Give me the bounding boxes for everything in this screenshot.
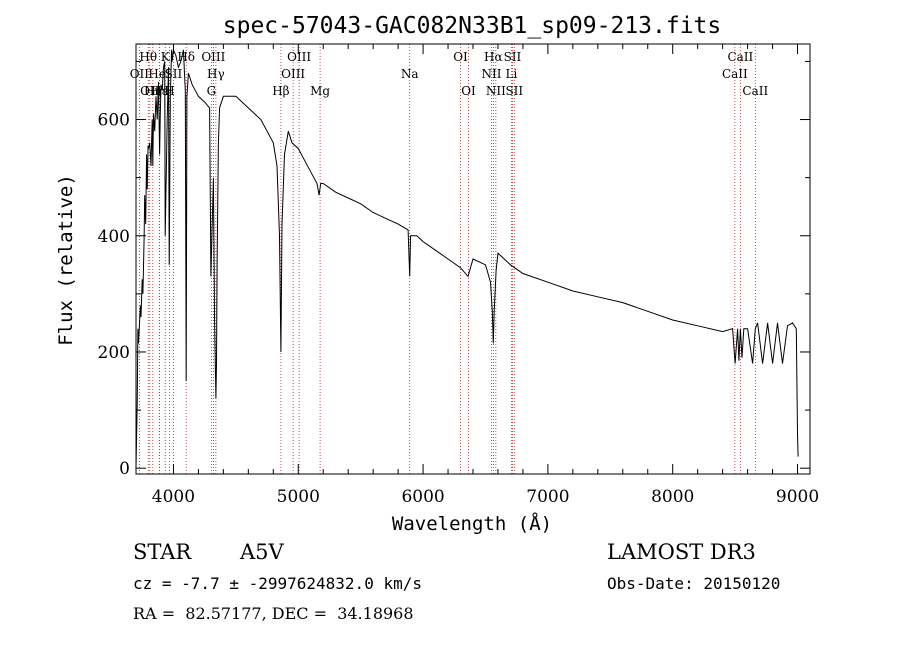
emission-line-labels: OIIHθOIIHηHeIHεKHSIIHδGOIIIHγHβOIIIOIIIM… — [130, 50, 769, 98]
line-label-4: HeI — [148, 67, 171, 81]
line-label-25: SII — [505, 84, 523, 98]
line-label-22: NII — [486, 84, 506, 98]
line-label-19: OI — [461, 84, 476, 98]
chart-title: spec-57043-GAC082N33B1_sp09-213.fits — [223, 13, 722, 39]
x-axis-ticks: 4000 5000 6000 7000 8000 9000 — [152, 44, 819, 507]
spectrum-series — [135, 47, 799, 469]
line-label-26: CaII — [722, 67, 748, 81]
line-label-9: Hδ — [177, 50, 195, 64]
redshift-cz: cz = -7.7 ± -2997624832.0 km/s — [133, 574, 422, 593]
line-label-14: OIII — [281, 67, 305, 81]
line-label-28: CaII — [742, 84, 768, 98]
line-label-8: SII — [165, 67, 183, 81]
line-label-21: Hα — [484, 50, 503, 64]
observation-date: Obs-Date: 20150120 — [607, 574, 781, 593]
line-label-17: Na — [401, 67, 419, 81]
x-tick-label-6000: 6000 — [401, 487, 444, 507]
ra-dec-coordinates: RA = 82.57177, DEC = 34.18968 — [133, 604, 414, 623]
y-axis-label: Flux (relative) — [55, 174, 77, 346]
x-axis-label: Wavelength (Å) — [392, 512, 552, 535]
line-label-16: Mg — [310, 84, 330, 98]
survey-name: LAMOST DR3 — [607, 540, 756, 564]
line-label-18: OI — [453, 50, 468, 64]
y-axis-ticks: 0 200 400 600 — [98, 60, 810, 479]
x-tick-label-5000: 5000 — [277, 487, 320, 507]
line-label-27: CaII — [727, 50, 753, 64]
x-tick-label-9000: 9000 — [776, 487, 819, 507]
line-label-0: OII — [130, 67, 150, 81]
x-tick-label-8000: 8000 — [651, 487, 694, 507]
object-subclass: A5V — [240, 540, 284, 564]
line-label-12: Hγ — [207, 67, 225, 81]
line-label-7: H — [164, 84, 174, 98]
line-label-15: OIII — [287, 50, 311, 64]
line-label-10: G — [207, 84, 217, 98]
line-label-20: NII — [481, 67, 501, 81]
x-tick-label-7000: 7000 — [526, 487, 569, 507]
line-label-23: SII — [504, 50, 522, 64]
y-tick-label-600: 600 — [98, 111, 130, 131]
line-label-2: OII — [140, 84, 160, 98]
line-label-24: Li — [506, 67, 518, 81]
y-tick-label-200: 200 — [98, 343, 130, 363]
line-label-11: OIII — [201, 50, 225, 64]
line-label-5: Hε — [151, 84, 168, 98]
y-tick-label-0: 0 — [119, 459, 130, 479]
line-label-1: Hθ — [139, 50, 157, 64]
object-class: STAR — [133, 540, 192, 564]
line-label-3: Hη — [144, 84, 162, 98]
line-label-6: K — [161, 50, 171, 64]
y-tick-label-400: 400 — [98, 227, 130, 247]
x-tick-label-4000: 4000 — [152, 487, 195, 507]
line-label-13: Hβ — [272, 84, 289, 98]
